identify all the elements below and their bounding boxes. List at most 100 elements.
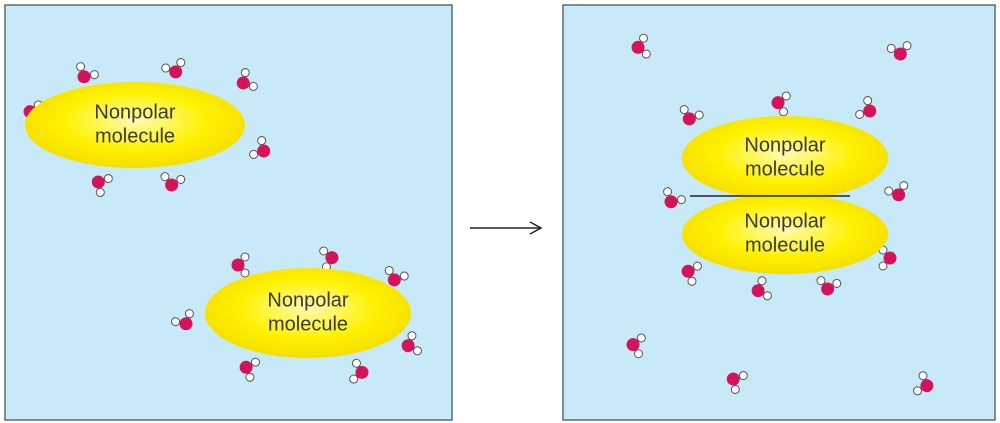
- nonpolar-molecule: [25, 82, 245, 168]
- oxygen: [169, 65, 183, 79]
- water-molecule: [91, 174, 113, 197]
- molecule-label: Nonpolar: [744, 210, 826, 232]
- water-molecule: [160, 172, 186, 192]
- water-molecule: [249, 136, 271, 159]
- oxygen: [682, 112, 696, 126]
- oxygen: [681, 264, 695, 278]
- hydrogen: [161, 63, 171, 73]
- hydrogen: [687, 276, 697, 286]
- hydrogen: [816, 276, 826, 286]
- oxygen: [236, 76, 250, 90]
- hydrogen: [103, 174, 113, 184]
- oxygen: [239, 360, 253, 374]
- oxygen: [883, 251, 897, 265]
- nonpolar-molecule: [682, 116, 888, 200]
- hydrogen: [384, 266, 394, 276]
- oxygen: [771, 96, 785, 110]
- hydrogen: [918, 371, 928, 381]
- oxygen: [664, 195, 678, 209]
- molecule-label: molecule: [745, 234, 825, 256]
- oxygen: [893, 47, 907, 61]
- water-molecule: [231, 252, 250, 278]
- hydrogen: [160, 172, 170, 182]
- hydrogen: [250, 357, 260, 367]
- hydrogen: [676, 195, 686, 205]
- hydrogen: [407, 331, 417, 341]
- oxygen: [325, 251, 339, 265]
- left-panel: [4, 4, 453, 421]
- hydrogen: [89, 70, 99, 80]
- water-molecule: [855, 96, 877, 119]
- oxygen: [401, 339, 415, 353]
- water-molecule: [816, 276, 842, 296]
- water-molecule: [384, 266, 409, 287]
- hydrogen: [855, 109, 865, 119]
- hydrogen: [399, 271, 409, 281]
- molecule-label: molecule: [268, 313, 348, 335]
- hydrogen: [886, 43, 896, 53]
- nonpolar-molecule: [682, 194, 888, 274]
- arrow: [470, 221, 543, 235]
- hydrogen: [176, 174, 186, 184]
- oxygen: [631, 40, 645, 54]
- hydrogen: [692, 261, 702, 271]
- hydrogen: [349, 374, 359, 384]
- hydrogen: [319, 246, 329, 256]
- hydrogen: [878, 261, 888, 271]
- hydrogen: [245, 372, 255, 382]
- oxygen: [821, 282, 835, 296]
- hydrogen: [913, 386, 923, 396]
- hydrogen: [663, 187, 673, 197]
- water-molecule: [349, 358, 369, 384]
- oxygen: [920, 379, 934, 393]
- molecule-label: Nonpolar: [744, 134, 826, 156]
- oxygen: [863, 104, 877, 118]
- hydrogen: [412, 346, 422, 356]
- water-molecule: [236, 68, 258, 91]
- molecule-label: Nonpolar: [267, 289, 349, 311]
- hydrogen: [738, 371, 748, 381]
- hydrogen: [257, 136, 267, 146]
- water-molecule: [913, 371, 934, 396]
- water-molecule: [679, 105, 704, 126]
- water-molecule: [161, 58, 186, 79]
- hydrogen: [902, 41, 912, 51]
- hydrogen: [781, 91, 791, 101]
- water-molecule: [239, 357, 260, 382]
- hydrogen: [779, 107, 789, 117]
- water-molecule: [76, 62, 99, 84]
- oxygen: [77, 70, 91, 84]
- oxygen: [626, 338, 640, 352]
- hydrogen: [762, 291, 772, 301]
- water-molecule: [751, 276, 772, 301]
- hydrogen: [832, 278, 842, 288]
- nonpolar-molecule: [205, 268, 411, 358]
- water-molecule: [681, 261, 702, 286]
- oxygen: [387, 273, 401, 287]
- molecule-label: molecule: [745, 158, 825, 180]
- hydrogen: [249, 149, 259, 159]
- hydrogen: [351, 358, 361, 368]
- oxygen: [751, 284, 765, 298]
- hydrogen: [694, 110, 704, 120]
- oxygen: [355, 365, 369, 379]
- hydrogen: [76, 62, 86, 72]
- water-molecule: [726, 371, 748, 394]
- hydrogen: [679, 105, 689, 115]
- oxygen: [165, 178, 179, 192]
- hydrogen: [240, 68, 250, 78]
- hydrogen: [639, 33, 649, 43]
- hydrogen: [884, 186, 894, 196]
- molecule-label: molecule: [95, 125, 175, 147]
- oxygen: [726, 372, 740, 386]
- hydrogen: [176, 58, 186, 68]
- hydrogen: [634, 349, 644, 359]
- water-molecule: [886, 41, 912, 61]
- oxygen: [231, 258, 245, 272]
- hydrogen: [240, 268, 250, 278]
- water-molecule: [626, 333, 646, 359]
- water-molecule: [663, 187, 686, 209]
- hydrogen: [636, 333, 646, 343]
